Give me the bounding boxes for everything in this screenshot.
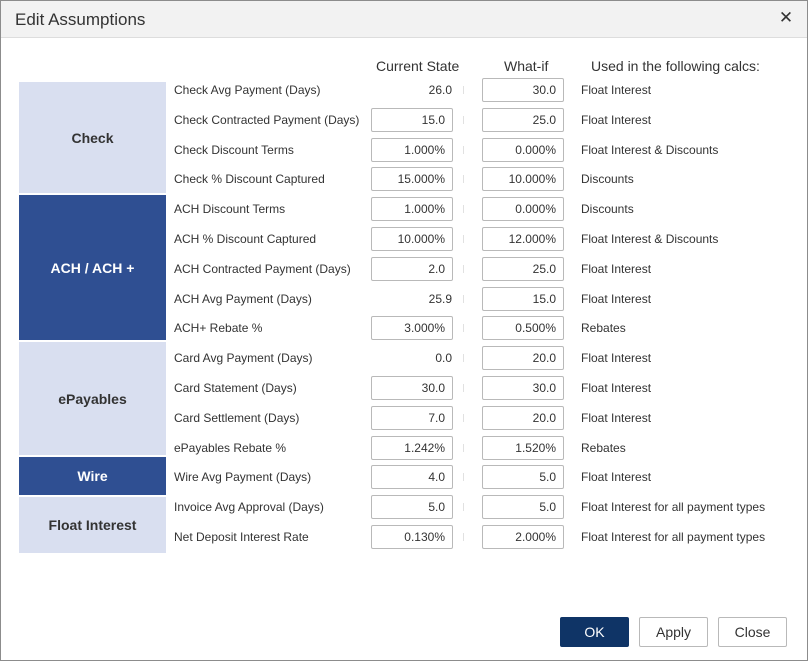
current-state-value: 26.0: [371, 83, 453, 97]
assumption-label: Check Discount Terms: [174, 142, 294, 157]
column-separator: [463, 354, 464, 363]
column-header-used-in-calcs: Used in the following calcs:: [591, 58, 760, 74]
what-if-input[interactable]: [482, 286, 564, 311]
what-if-input[interactable]: [482, 167, 564, 192]
assumption-label: Card Statement (Days): [174, 381, 297, 395]
used-in-calcs-text: Float Interest: [581, 291, 652, 306]
assumption-label: Wire Avg Payment (Days): [174, 470, 312, 485]
used-in-calcs-text: Float Interest: [581, 112, 652, 127]
assumption-label: Invoice Avg Approval (Days): [174, 500, 324, 515]
group-label: ePayables: [19, 342, 166, 455]
current-state-input[interactable]: [371, 107, 453, 132]
group-label: Check: [19, 82, 166, 193]
what-if-input[interactable]: [482, 107, 564, 132]
column-separator: [463, 324, 464, 333]
current-state-value: 25.9: [371, 292, 453, 306]
what-if-input[interactable]: [482, 197, 564, 222]
assumption-label: Check Avg Payment (Days): [174, 83, 321, 97]
assumption-label: ePayables Rebate %: [174, 440, 287, 455]
used-in-calcs-text: Rebates: [581, 321, 626, 336]
column-separator: [463, 384, 464, 392]
used-in-calcs-text: Float Interest: [581, 410, 652, 425]
used-in-calcs-text: Float Interest for all payment types: [581, 530, 766, 544]
current-state-input[interactable]: [371, 376, 453, 400]
column-separator: [463, 294, 464, 303]
current-state-input[interactable]: [371, 167, 453, 192]
ok-button[interactable]: OK: [560, 617, 629, 647]
current-state-input[interactable]: [371, 495, 453, 520]
assumption-label: Check Contracted Payment (Days): [174, 112, 360, 127]
used-in-calcs-text: Rebates: [581, 440, 626, 455]
used-in-calcs-text: Float Interest: [581, 83, 652, 97]
column-separator: [463, 503, 464, 512]
column-separator: [463, 533, 464, 541]
used-in-calcs-text: Float Interest & Discounts: [581, 232, 719, 246]
current-state-input[interactable]: [371, 316, 453, 341]
what-if-input[interactable]: [482, 435, 564, 460]
group-label: ACH / ACH +: [19, 195, 166, 340]
what-if-input[interactable]: [482, 495, 564, 520]
column-separator: [463, 205, 464, 214]
group-label: Wire: [19, 457, 166, 495]
column-separator: [463, 86, 464, 94]
current-state-input[interactable]: [371, 256, 453, 281]
what-if-input[interactable]: [482, 256, 564, 281]
apply-button[interactable]: Apply: [639, 617, 708, 647]
current-state-text: 26.0: [428, 83, 452, 97]
assumption-label: Net Deposit Interest Rate: [174, 530, 309, 544]
current-state-value: 0.0: [371, 351, 453, 365]
column-header-current-state: Current State: [376, 58, 460, 74]
current-state-input[interactable]: [371, 525, 453, 549]
column-separator: [463, 473, 464, 482]
used-in-calcs-text: Float Interest: [581, 381, 652, 395]
what-if-input[interactable]: [482, 525, 564, 549]
group-label: Float Interest: [19, 497, 166, 553]
used-in-calcs-text: Float Interest for all payment types: [581, 500, 766, 515]
what-if-input[interactable]: [482, 137, 564, 162]
what-if-input[interactable]: [482, 405, 564, 430]
current-state-text: 0.0: [435, 351, 452, 366]
what-if-input[interactable]: [482, 78, 564, 102]
current-state-input[interactable]: [371, 465, 453, 490]
what-if-input[interactable]: [482, 376, 564, 400]
what-if-input[interactable]: [482, 346, 564, 371]
dialog-titlebar: Edit Assumptions ✕: [1, 1, 807, 38]
used-in-calcs-text: Discounts: [581, 172, 634, 187]
assumption-label: ACH Contracted Payment (Days): [174, 261, 351, 276]
assumption-label: ACH Discount Terms: [174, 202, 286, 217]
current-state-input[interactable]: [371, 197, 453, 222]
assumption-label: Card Settlement (Days): [174, 410, 300, 425]
assumption-label: Card Avg Payment (Days): [174, 351, 313, 366]
column-separator: [463, 413, 464, 422]
column-header-what-if: What-if: [504, 58, 549, 74]
current-state-input[interactable]: [371, 405, 453, 430]
column-separator: [463, 115, 464, 124]
used-in-calcs-text: Float Interest & Discounts: [581, 142, 719, 157]
used-in-calcs-text: Float Interest: [581, 351, 652, 366]
dialog-title: Edit Assumptions: [15, 10, 146, 29]
assumption-label: ACH % Discount Captured: [174, 232, 317, 246]
current-state-text: 25.9: [428, 291, 452, 306]
column-separator: [463, 145, 464, 154]
current-state-input[interactable]: [371, 227, 453, 251]
column-separator: [463, 443, 464, 452]
used-in-calcs-text: Float Interest: [581, 470, 652, 485]
assumption-label: ACH+ Rebate %: [174, 321, 263, 336]
column-separator: [463, 175, 464, 184]
current-state-input[interactable]: [371, 435, 453, 460]
what-if-input[interactable]: [482, 316, 564, 341]
what-if-input[interactable]: [482, 465, 564, 490]
what-if-input[interactable]: [482, 227, 564, 251]
close-button[interactable]: Close: [718, 617, 787, 647]
used-in-calcs-text: Discounts: [581, 202, 634, 217]
close-icon[interactable]: ✕: [778, 8, 794, 27]
column-separator: [463, 235, 464, 243]
assumption-label: ACH Avg Payment (Days): [174, 291, 312, 306]
assumption-label: Check % Discount Captured: [174, 172, 325, 187]
column-separator: [463, 264, 464, 273]
current-state-input[interactable]: [371, 137, 453, 162]
used-in-calcs-text: Float Interest: [581, 261, 652, 276]
